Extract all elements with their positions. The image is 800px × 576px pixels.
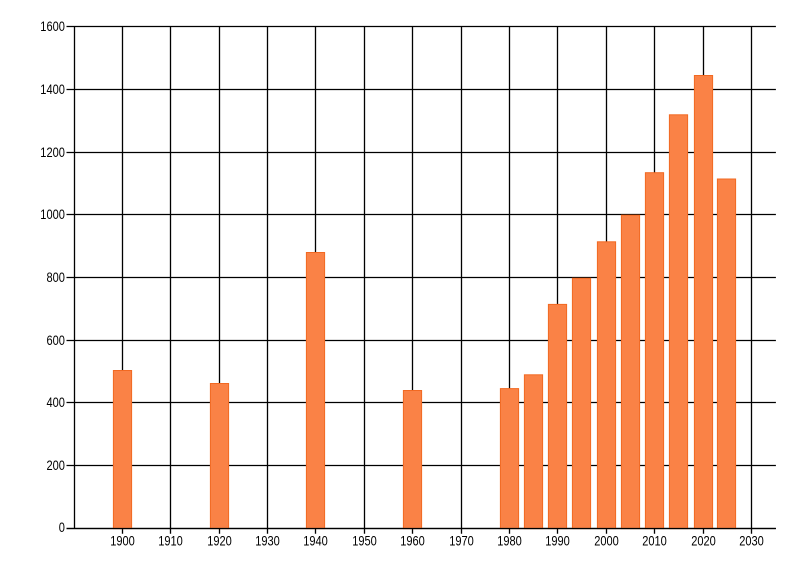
svg-text:400: 400 <box>46 395 65 410</box>
svg-text:1950: 1950 <box>352 533 377 548</box>
svg-text:1940: 1940 <box>303 533 328 548</box>
svg-text:2000: 2000 <box>594 533 619 548</box>
svg-text:1200: 1200 <box>40 145 65 160</box>
svg-text:600: 600 <box>46 333 65 348</box>
svg-text:200: 200 <box>46 458 65 473</box>
svg-text:1600: 1600 <box>40 19 65 34</box>
svg-text:1990: 1990 <box>545 533 570 548</box>
svg-text:800: 800 <box>46 270 65 285</box>
svg-text:1400: 1400 <box>40 82 65 97</box>
svg-text:0: 0 <box>59 520 65 535</box>
svg-text:2030: 2030 <box>739 533 764 548</box>
svg-text:1980: 1980 <box>497 533 522 548</box>
svg-text:1910: 1910 <box>158 533 183 548</box>
svg-text:1960: 1960 <box>400 533 425 548</box>
svg-text:1000: 1000 <box>40 207 65 222</box>
svg-text:2020: 2020 <box>691 533 716 548</box>
svg-text:1930: 1930 <box>255 533 280 548</box>
svg-text:1920: 1920 <box>207 533 232 548</box>
svg-text:2010: 2010 <box>642 533 667 548</box>
svg-text:1900: 1900 <box>110 533 135 548</box>
svg-text:1970: 1970 <box>449 533 474 548</box>
